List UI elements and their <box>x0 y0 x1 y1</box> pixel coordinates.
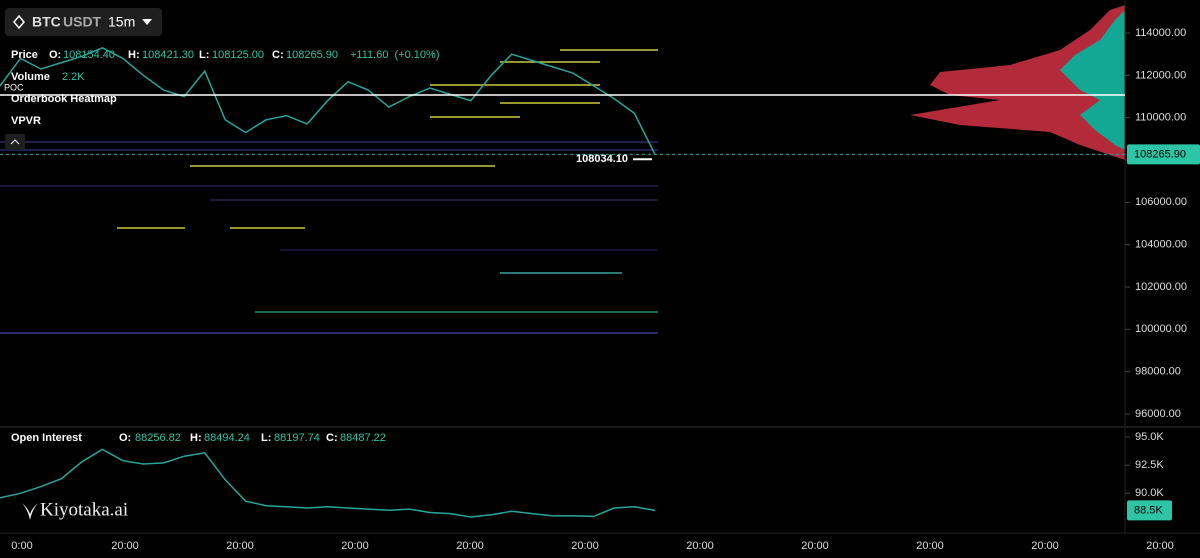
x-tick-label: 20:00 <box>686 540 714 552</box>
y-tick-label: 100000.00 <box>1135 323 1187 335</box>
oi-l: 88197.74 <box>274 432 320 444</box>
poc-label: POC <box>4 82 24 92</box>
oi-h: 88494.24 <box>204 432 250 444</box>
x-tick-label: 20:00 <box>111 540 139 552</box>
legend-vpvr: VPVR <box>11 115 41 127</box>
x-tick-label: 20:00 <box>1031 540 1059 552</box>
oi-o: 88256.82 <box>135 432 181 444</box>
heatmap <box>0 49 658 334</box>
legend-l-key: L: <box>199 49 209 61</box>
legend-volume-label: Volume <box>11 71 50 83</box>
legend-o-key: O: <box>49 49 61 61</box>
y-tick-label: 96000.00 <box>1135 408 1181 420</box>
y-tick-label: 90.0K <box>1135 487 1164 499</box>
symbol-base: BTC <box>32 14 61 30</box>
x-tick-label: 20:00 <box>456 540 484 552</box>
x-tick-label: 20:00 <box>571 540 599 552</box>
watermark: Kiyotaka.ai <box>40 499 128 520</box>
series-line <box>0 448 656 518</box>
y-tick-label: 98000.00 <box>1135 366 1181 378</box>
interval[interactable]: 15m <box>108 14 135 30</box>
symbol-quote: USDT <box>63 14 102 30</box>
oi-last-box <box>1127 500 1172 521</box>
series-line <box>0 46 656 155</box>
watermark-logo <box>22 503 38 520</box>
legend-c: 108265.90 <box>286 49 338 61</box>
legend-l: 108125.00 <box>212 49 264 61</box>
legend-c-key: C: <box>272 49 284 61</box>
y-tick-label: 114000.00 <box>1135 27 1186 39</box>
oi-c: 88487.22 <box>340 432 386 444</box>
collapse-icon <box>10 139 20 145</box>
legend-h-key: H: <box>128 49 140 61</box>
legend-h: 108421.30 <box>142 49 194 61</box>
symbol-icon <box>13 14 25 30</box>
y-tick-label: 92.5K <box>1135 459 1164 471</box>
toolbar-bg <box>5 8 162 36</box>
x-tick-label: 20:00 <box>916 540 944 552</box>
vpvr-profile <box>910 5 1125 160</box>
oi-l-key: L: <box>261 432 271 444</box>
x-tick-label: 20:00 <box>801 540 829 552</box>
x-tick-label: 20:00 <box>1146 540 1174 552</box>
last-price-box <box>1127 144 1200 165</box>
symbol-toolbar[interactable]: BTC USDT 15m <box>5 8 162 36</box>
oi-title: Open Interest <box>11 432 82 444</box>
x-tick-label: 20:00 <box>341 540 369 552</box>
legend-price-label: Price <box>11 49 38 61</box>
last-price-label: 108265.90 <box>1134 148 1186 160</box>
marker-price-label: 108034.10 <box>576 153 628 165</box>
collapse-button[interactable] <box>5 134 25 150</box>
legend-change: +111.60 (+0.10%) <box>350 49 440 61</box>
x-tick-label: 0:00 <box>11 540 32 552</box>
oi-h-key: H: <box>190 432 202 444</box>
oi-c-key: C: <box>326 432 338 444</box>
y-tick-label: 102000.00 <box>1135 281 1187 293</box>
legend-volume: 2.2K <box>62 71 85 83</box>
dropdown-arrow <box>142 19 152 25</box>
y-tick-label: 104000.00 <box>1135 239 1187 251</box>
oi-o-key: O: <box>119 432 131 444</box>
legend-heatmap: Orderbook Heatmap <box>11 93 117 105</box>
y-tick-label: 112000.00 <box>1135 69 1186 81</box>
y-tick-label: 110000.00 <box>1135 112 1186 124</box>
x-tick-label: 20:00 <box>226 540 254 552</box>
y-tick-label: 106000.00 <box>1135 196 1187 208</box>
oi-last-label: 88.5K <box>1134 504 1163 516</box>
y-tick-label: 95.0K <box>1135 431 1164 443</box>
